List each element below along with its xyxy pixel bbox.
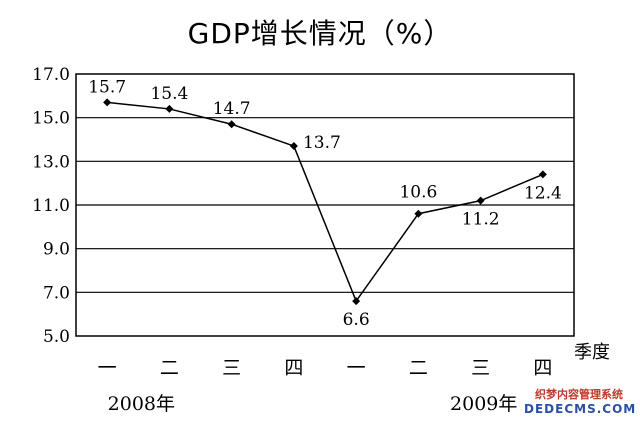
x-tick-label: 二 [409, 357, 428, 379]
y-tick-label: 15.0 [32, 109, 70, 129]
watermark-logo: 织梦内容管理系统 DEDECMS.COM [524, 382, 637, 422]
data-point [165, 104, 174, 113]
x-tick-label: 一 [98, 357, 117, 379]
data-labels: 15.7 15.4 14.7 13.7 6.6 10.6 11.2 12.4 [88, 77, 562, 330]
data-point [352, 297, 361, 306]
data-point [476, 196, 485, 205]
series-gdp [107, 101, 544, 303]
x-tick-labels: 一二三四一二三四 [98, 357, 553, 379]
data-point [103, 98, 112, 107]
y-tick-labels: 17.0 15.0 13.0 11.0 9.0 7.0 5.0 [32, 65, 70, 347]
chart-title: GDP增长情况（%） [187, 17, 453, 50]
watermark-text-en: DEDECMS.COM [524, 402, 637, 416]
x-tick-label: 二 [160, 357, 179, 379]
watermark-text-cn: 织梦内容管理系统 [535, 388, 623, 401]
data-point [289, 142, 298, 151]
x-tick-label: 四 [284, 357, 303, 379]
data-markers [103, 98, 547, 306]
x-tick-label: 一 [347, 357, 366, 379]
y-tick-label: 17.0 [32, 65, 70, 85]
data-label: 11.2 [462, 210, 500, 230]
data-label: 6.6 [343, 310, 370, 330]
x-axis-label: 季度 [574, 342, 610, 363]
y-tick-label: 5.0 [43, 327, 70, 347]
data-label: 14.7 [213, 99, 251, 119]
y-tick-label: 11.0 [32, 196, 70, 216]
data-label: 10.6 [399, 183, 437, 203]
year-labels: 2008年 2009年 [108, 393, 518, 415]
data-label: 12.4 [524, 183, 562, 203]
axes [75, 73, 575, 337]
x-tick-label: 三 [222, 357, 241, 379]
y-tick-label: 7.0 [43, 283, 70, 303]
data-label: 15.7 [88, 77, 126, 97]
data-label: 15.4 [150, 84, 188, 104]
y-tick-label: 9.0 [43, 240, 70, 260]
plot-frame [75, 73, 575, 337]
year-group-label: 2009年 [450, 393, 517, 415]
x-tick-label: 三 [471, 357, 490, 379]
data-point [227, 120, 236, 129]
year-group-label: 2008年 [108, 393, 175, 415]
series-line [107, 101, 544, 303]
x-tick-label: 四 [533, 357, 552, 379]
data-point [414, 209, 423, 218]
y-tick-label: 13.0 [32, 152, 70, 172]
gridlines [76, 117, 574, 293]
data-point [538, 170, 547, 179]
data-label: 13.7 [303, 133, 341, 153]
